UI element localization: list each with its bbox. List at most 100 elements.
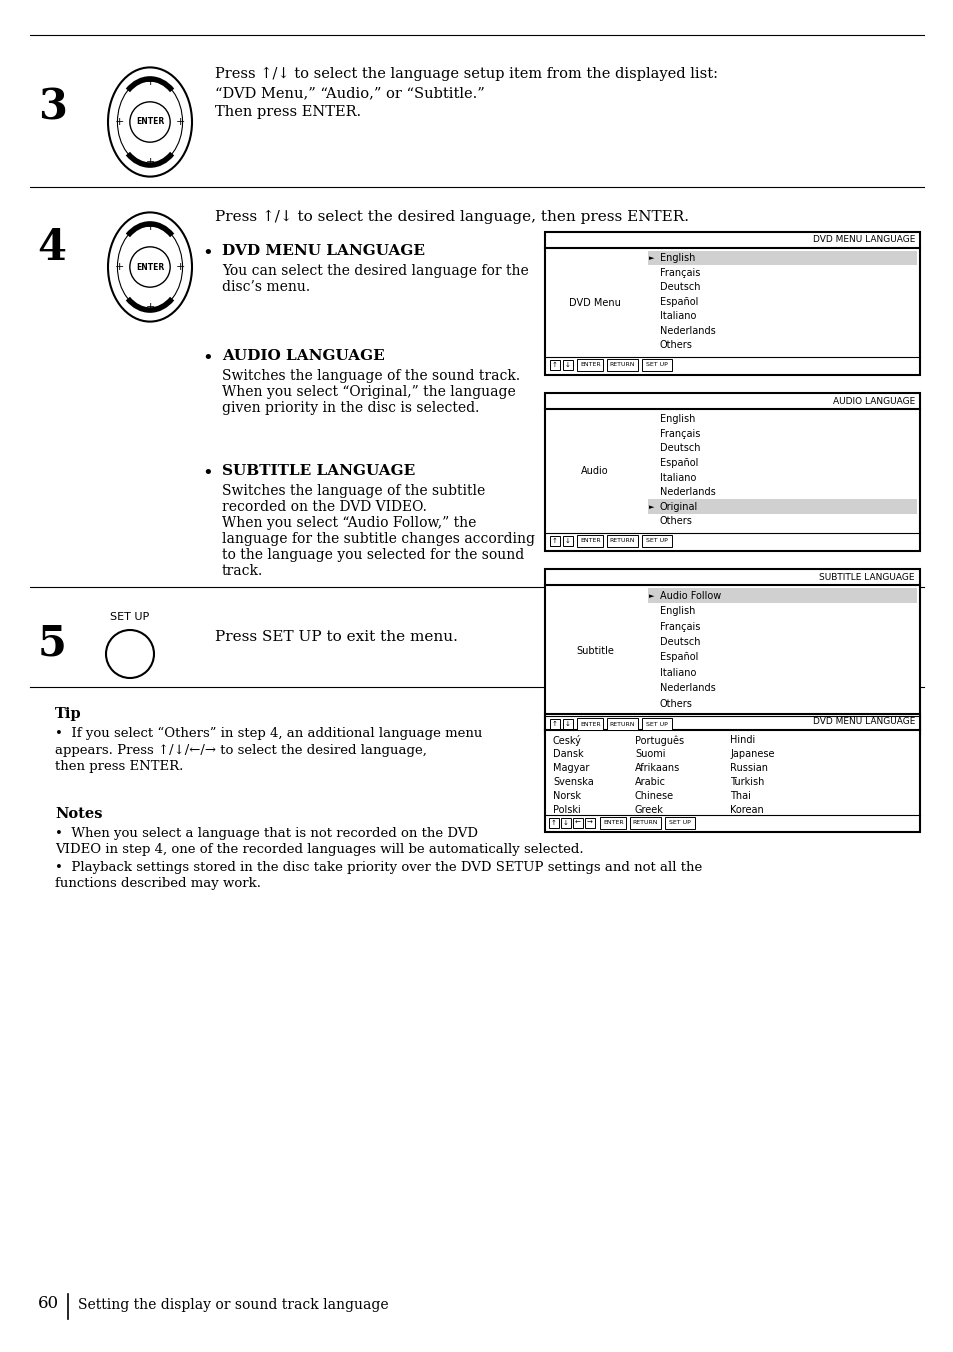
Text: SET UP: SET UP — [645, 538, 667, 544]
Text: ↓: ↓ — [564, 538, 570, 544]
Text: •  When you select a language that is not recorded on the DVD: • When you select a language that is not… — [55, 827, 477, 840]
FancyBboxPatch shape — [577, 718, 603, 730]
Text: Español: Español — [659, 653, 698, 662]
Text: Italiano: Italiano — [659, 668, 696, 677]
Text: SUBTITLE LANGUAGE: SUBTITLE LANGUAGE — [819, 572, 914, 581]
Text: ENTER: ENTER — [135, 118, 164, 127]
Bar — [584, 818, 595, 827]
Text: Greek: Greek — [635, 804, 663, 815]
Text: Nederlands: Nederlands — [659, 487, 715, 498]
Bar — [573, 818, 582, 827]
Text: ↓: ↓ — [564, 721, 570, 727]
Text: “DVD Menu,” “Audio,” or “Subtitle.”: “DVD Menu,” “Audio,” or “Subtitle.” — [214, 87, 484, 100]
Text: 60: 60 — [38, 1295, 59, 1311]
Text: ►: ► — [649, 256, 654, 261]
Text: Setting the display or sound track language: Setting the display or sound track langu… — [78, 1298, 388, 1311]
Text: Svenska: Svenska — [553, 777, 593, 787]
Text: Español: Español — [659, 458, 698, 468]
Text: disc’s menu.: disc’s menu. — [222, 280, 310, 293]
Text: language for the subtitle changes according: language for the subtitle changes accord… — [222, 531, 535, 546]
Text: Suomi: Suomi — [635, 749, 665, 758]
FancyBboxPatch shape — [607, 360, 637, 370]
Text: Español: Español — [659, 297, 698, 307]
Text: Hindi: Hindi — [729, 735, 755, 745]
Text: Notes: Notes — [55, 807, 102, 821]
Text: Norsk: Norsk — [553, 791, 580, 800]
Bar — [544, 393, 919, 552]
Text: Français: Français — [659, 429, 700, 439]
Text: ↓: ↓ — [564, 362, 570, 368]
Text: SET UP: SET UP — [645, 362, 667, 368]
Text: functions described may work.: functions described may work. — [55, 877, 261, 890]
Text: Audio Follow: Audio Follow — [659, 591, 720, 600]
Bar — [544, 569, 919, 734]
Text: RETURN: RETURN — [609, 538, 635, 544]
Circle shape — [130, 247, 170, 287]
Text: Magyar: Magyar — [553, 763, 589, 773]
Text: DVD MENU LANGUAGE: DVD MENU LANGUAGE — [812, 235, 914, 245]
Text: Português: Português — [635, 735, 683, 745]
Text: AUDIO LANGUAGE: AUDIO LANGUAGE — [222, 349, 384, 362]
Bar — [562, 719, 573, 729]
Bar — [647, 588, 916, 603]
Text: ENTER: ENTER — [579, 538, 600, 544]
Text: Others: Others — [659, 341, 692, 350]
Text: Others: Others — [659, 699, 692, 708]
Text: Press SET UP to exit the menu.: Press SET UP to exit the menu. — [214, 630, 457, 644]
Text: When you select “Audio Follow,” the: When you select “Audio Follow,” the — [222, 516, 476, 530]
Text: +: + — [145, 301, 154, 312]
Text: Nederlands: Nederlands — [659, 326, 715, 335]
FancyBboxPatch shape — [664, 817, 694, 829]
Text: ENTER: ENTER — [579, 722, 600, 726]
Text: then press ENTER.: then press ENTER. — [55, 760, 183, 773]
Text: Polski: Polski — [553, 804, 580, 815]
Text: Others: Others — [659, 516, 692, 526]
Bar — [550, 360, 559, 370]
Text: Français: Français — [659, 622, 700, 631]
Text: SET UP: SET UP — [111, 612, 150, 622]
Text: RETURN: RETURN — [609, 722, 635, 726]
Text: Press ↑/↓ to select the language setup item from the displayed list:: Press ↑/↓ to select the language setup i… — [214, 68, 718, 81]
Text: You can select the desired language for the: You can select the desired language for … — [222, 264, 528, 279]
Bar — [544, 233, 919, 375]
Text: given priority in the disc is selected.: given priority in the disc is selected. — [222, 402, 478, 415]
Text: +: + — [175, 262, 185, 272]
Bar — [548, 818, 558, 827]
Text: Audio: Audio — [580, 466, 608, 476]
Text: +: + — [115, 262, 124, 272]
Text: 4: 4 — [37, 227, 67, 269]
Text: SUBTITLE LANGUAGE: SUBTITLE LANGUAGE — [222, 464, 415, 479]
Text: English: English — [659, 414, 695, 425]
Text: +: + — [145, 77, 154, 87]
Text: •  If you select “Others” in step 4, an additional language menu: • If you select “Others” in step 4, an a… — [55, 727, 482, 741]
Text: Dansk: Dansk — [553, 749, 583, 758]
Text: Press ↑/↓ to select the desired language, then press ENTER.: Press ↑/↓ to select the desired language… — [214, 210, 688, 224]
Text: 3: 3 — [37, 87, 67, 128]
Text: →: → — [586, 821, 593, 826]
Text: Japanese: Japanese — [729, 749, 774, 758]
Text: Deutsch: Deutsch — [659, 283, 700, 292]
Text: Original: Original — [659, 502, 698, 512]
Bar — [562, 535, 573, 546]
Text: English: English — [659, 253, 695, 264]
Text: ►: ► — [649, 504, 654, 510]
FancyBboxPatch shape — [599, 817, 626, 829]
Text: ►: ► — [649, 592, 654, 599]
Text: •: • — [202, 464, 213, 483]
Text: Italiano: Italiano — [659, 311, 696, 322]
Text: recorded on the DVD VIDEO.: recorded on the DVD VIDEO. — [222, 500, 426, 514]
FancyBboxPatch shape — [577, 535, 603, 548]
Text: DVD MENU LANGUAGE: DVD MENU LANGUAGE — [812, 718, 914, 726]
Bar — [562, 360, 573, 370]
FancyBboxPatch shape — [641, 718, 671, 730]
Text: +: + — [115, 118, 124, 127]
Text: SET UP: SET UP — [645, 722, 667, 726]
Text: SET UP: SET UP — [668, 821, 690, 826]
FancyBboxPatch shape — [641, 360, 671, 370]
Text: Switches the language of the subtitle: Switches the language of the subtitle — [222, 484, 485, 498]
Text: When you select “Original,” the language: When you select “Original,” the language — [222, 385, 516, 399]
Text: Nederlands: Nederlands — [659, 683, 715, 694]
Text: 5: 5 — [37, 622, 67, 664]
Text: Afrikaans: Afrikaans — [635, 763, 679, 773]
Text: appears. Press ↑/↓/←/→ to select the desired language,: appears. Press ↑/↓/←/→ to select the des… — [55, 744, 426, 757]
